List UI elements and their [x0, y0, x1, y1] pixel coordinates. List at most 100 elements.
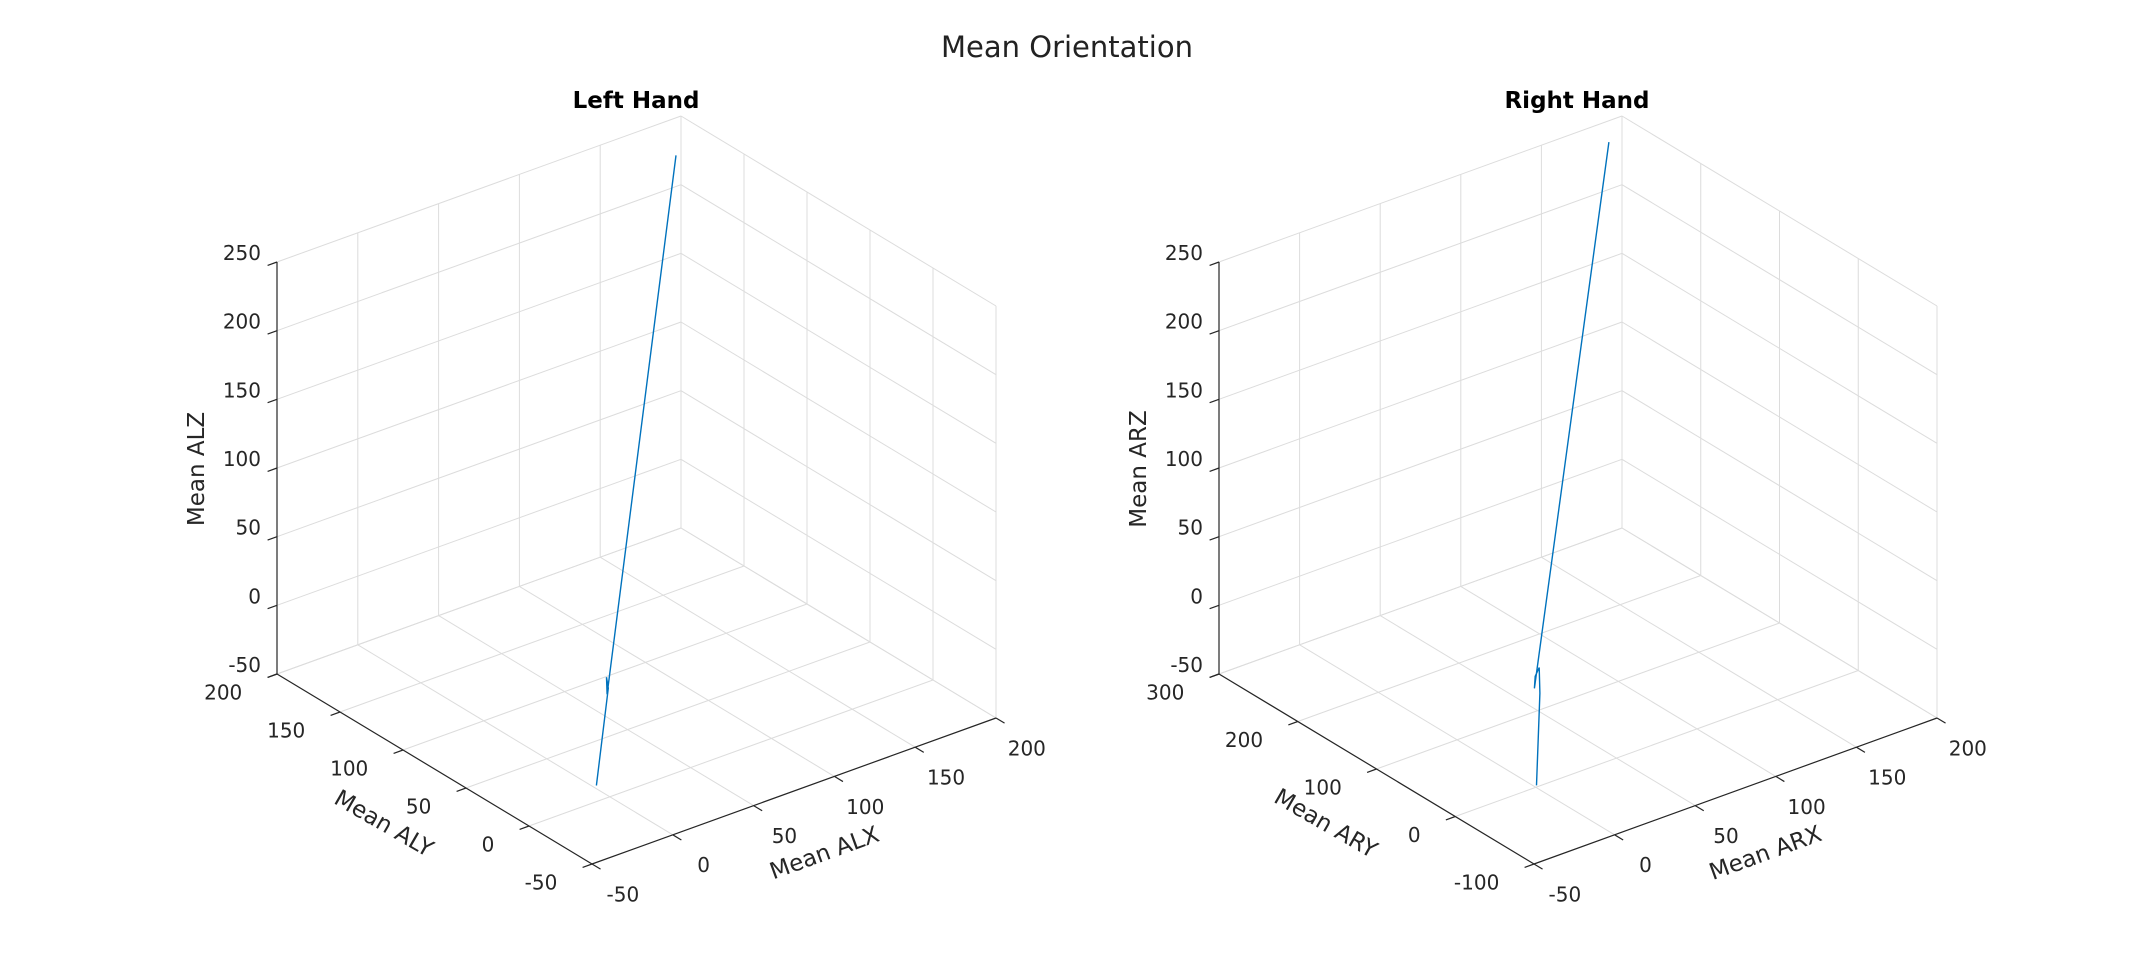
grid-line: [519, 585, 835, 777]
x-tick-mark: [591, 863, 601, 870]
x-tick-mark: [753, 805, 763, 812]
y-tick-mark: [1288, 720, 1298, 726]
z-tick-mark: [1209, 467, 1220, 472]
z-axis-label: Mean ARZ: [1126, 410, 1152, 527]
y-tick-mark: [393, 749, 404, 754]
z-tick-label: 250: [223, 241, 261, 265]
y-tick-mark: [519, 825, 530, 830]
z-tick-mark: [267, 673, 278, 678]
z-tick-label: 200: [1165, 310, 1203, 334]
grid-line: [438, 615, 754, 807]
grid-line: [276, 184, 682, 332]
grid-line: [339, 565, 745, 713]
grid-line: [680, 252, 997, 444]
x-axis-line: [591, 717, 997, 865]
x-tick-label: 200: [1949, 736, 1987, 760]
x-tick-label: 50: [772, 824, 797, 848]
z-tick-mark: [267, 467, 278, 472]
x-axis-line: [1533, 717, 1938, 865]
grid-line: [276, 321, 682, 469]
x-tick-label: 50: [1713, 824, 1738, 848]
y-tick-label: -50: [525, 870, 558, 894]
grid-line: [1218, 321, 1623, 469]
grid-line: [680, 458, 997, 650]
y-axis-line: [276, 673, 593, 865]
y-tick-mark: [582, 863, 593, 868]
grid-line: [1621, 184, 1938, 376]
z-tick-label: 50: [1178, 516, 1203, 540]
x-tick-label: 150: [1868, 766, 1906, 790]
grid-line: [1621, 115, 1938, 307]
x-tick-label: 150: [927, 766, 965, 790]
grid-line: [680, 321, 997, 513]
grid-line: [1455, 670, 1859, 817]
y-tick-label: 50: [406, 794, 431, 818]
z-tick-mark: [1209, 261, 1220, 266]
grid-line: [1621, 527, 1938, 719]
series-line: [595, 155, 677, 786]
x-tick-label: 100: [1788, 795, 1826, 819]
x-tick-mark: [672, 834, 682, 841]
subplot-left-hand: -50 0 50 100 150 200 -50 0 50 100 150 200 -50 0 50 100 1…: [184, 88, 1046, 906]
grid-line: [465, 641, 871, 789]
z-tick-label: 0: [248, 584, 261, 608]
grid-line: [1621, 252, 1938, 444]
x-tick-mark: [1775, 775, 1785, 783]
y-tick-label: 0: [1408, 823, 1421, 847]
grid-line: [276, 252, 682, 400]
z-tick-mark: [1209, 604, 1220, 610]
z-tick-mark: [267, 604, 278, 610]
z-tick-label: -50: [1170, 653, 1203, 677]
x-tick-label: -50: [1549, 882, 1582, 906]
x-tick-label: 0: [697, 853, 710, 877]
x-tick-label: 200: [1008, 736, 1046, 760]
x-tick-mark: [995, 717, 1005, 724]
grid-line: [1621, 458, 1938, 650]
y-tick-mark: [330, 711, 341, 716]
z-tick-label: -50: [228, 653, 261, 677]
grid-line: [599, 556, 916, 748]
x-tick-label: -50: [607, 882, 640, 906]
z-tick-label: 150: [1165, 378, 1203, 402]
grid-line: [276, 115, 682, 263]
z-tick-mark: [1209, 673, 1220, 678]
grid-line: [680, 527, 997, 719]
grid-line: [680, 184, 997, 376]
z-tick-label: 50: [236, 516, 261, 540]
z-tick-mark: [267, 330, 278, 335]
x-tick-mark: [914, 746, 925, 753]
series-line: [1533, 142, 1610, 786]
z-tick-label: 150: [223, 378, 261, 402]
grid-line: [357, 644, 674, 836]
grid-line: [1376, 622, 1780, 770]
grid-line: [1621, 321, 1938, 513]
z-tick-mark: [1209, 330, 1220, 335]
grid-line: [680, 115, 997, 307]
y-tick-label: 200: [1225, 728, 1263, 752]
z-tick-mark: [267, 261, 278, 266]
x-tick-label: 0: [1639, 853, 1652, 877]
z-tick-mark: [1209, 536, 1220, 541]
y-tick-mark: [1524, 863, 1535, 868]
figure-title: Mean Orientation: [941, 30, 1193, 64]
z-axis-label: Mean ALZ: [184, 412, 210, 526]
y-tick-label: 0: [482, 832, 495, 856]
x-tick-mark: [1614, 834, 1624, 841]
x-tick-mark: [1533, 863, 1543, 870]
y-tick-mark: [1366, 768, 1377, 773]
grid-line: [1218, 390, 1623, 538]
grid-line: [1297, 575, 1701, 722]
z-tick-label: 100: [223, 447, 261, 471]
x-tick-mark: [1936, 717, 1946, 724]
y-tick-mark: [456, 787, 467, 792]
z-tick-mark: [1209, 398, 1220, 404]
y-tick-label: 200: [204, 680, 242, 704]
grid-line: [1218, 252, 1623, 400]
grid-line: [528, 679, 934, 827]
y-tick-label: 100: [1304, 775, 1342, 799]
grid-line: [402, 603, 808, 751]
subplot-right-hand: -50 0 50 100 150 200 -100 0 100 200 300 -50 0 50 100 15…: [1126, 88, 1987, 906]
z-tick-label: 250: [1165, 241, 1203, 265]
grid-line: [1218, 458, 1623, 606]
